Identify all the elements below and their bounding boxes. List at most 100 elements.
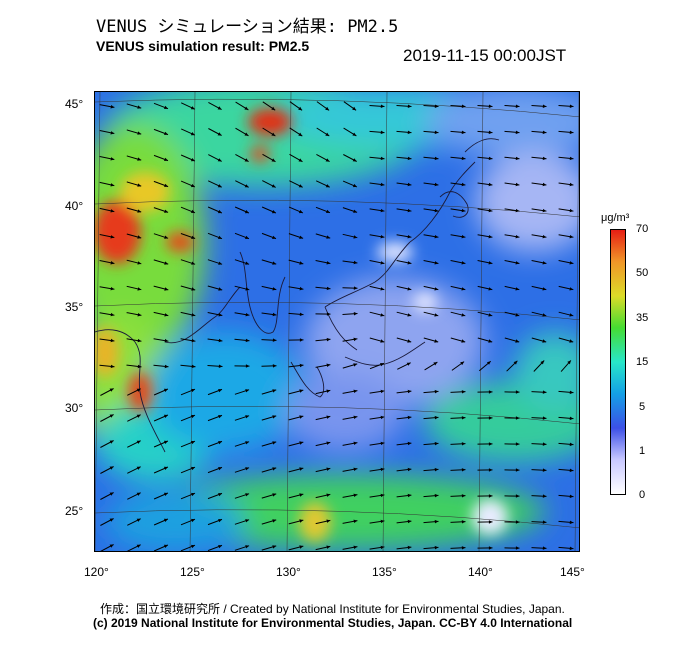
wind-arrow-head	[299, 389, 304, 393]
wind-arrow-head	[325, 106, 330, 111]
wind-arrow-head	[299, 441, 304, 445]
wind-arrow-head	[299, 235, 304, 239]
wind-arrow-head	[245, 338, 250, 343]
wind-arrow-head	[569, 208, 574, 213]
wind-arrow-head	[272, 287, 277, 291]
wind-arrow-head	[245, 467, 250, 471]
wind-arrow-head	[434, 130, 439, 135]
wind-arrow-head	[380, 519, 385, 524]
wind-arrow-head	[244, 184, 249, 188]
wind-arrow-head	[488, 416, 493, 420]
wind-arrow-head	[353, 545, 358, 549]
wind-arrow-head	[163, 518, 168, 522]
wind-arrow-head	[109, 518, 114, 522]
wind-arrow-head	[109, 440, 114, 444]
wind-arrow-head	[163, 466, 168, 470]
wind-arrow-head	[407, 493, 412, 498]
wind-arrow-head	[515, 416, 520, 420]
wind-arrow-head	[191, 414, 195, 419]
wind-arrow-head	[245, 364, 250, 368]
wind-arrow-head	[272, 467, 277, 471]
wind-arrow-head	[298, 209, 303, 214]
wind-arrow-head	[137, 261, 142, 265]
colorbar-unit: μg/m³	[601, 212, 630, 224]
wind-arrow-head	[110, 131, 115, 135]
wind-arrow-head	[567, 360, 571, 365]
wind-arrow-head	[380, 467, 385, 472]
wind-arrow-head	[299, 312, 304, 316]
wind-arrow-head	[542, 520, 547, 524]
wind-arrow-head	[380, 261, 385, 265]
wind-arrow-head	[407, 519, 412, 524]
high-concentration-areas	[95, 108, 508, 542]
wind-arrow-head	[325, 184, 330, 188]
chart-title-english: VENUS simulation result: PM2.5	[96, 38, 310, 54]
wind-arrow-head	[353, 260, 358, 265]
lon-label-130: 130°	[276, 565, 301, 579]
wind-arrow-head	[163, 492, 168, 496]
wind-arrow-head	[163, 388, 168, 392]
wind-arrow-head	[190, 106, 195, 110]
wind-arrow-head	[434, 104, 439, 108]
wind-arrow-head	[488, 390, 493, 394]
wind-arrow-head	[542, 339, 547, 343]
wind-arrow-head	[191, 440, 195, 445]
wind-arrow-head	[326, 209, 330, 213]
wind-arrow-head	[164, 105, 168, 109]
copyright-line: (c) 2019 National Institute for Environm…	[93, 616, 573, 630]
wind-arrow-head	[380, 545, 385, 550]
wind-arrow-head	[245, 441, 250, 445]
wind-arrow-head	[461, 235, 466, 239]
wind-arrow-head	[164, 183, 169, 187]
wind-arrow-head	[515, 235, 520, 239]
wind-vectors	[99, 101, 574, 551]
wind-arrow-head	[515, 468, 520, 472]
wind-arrow-head	[272, 312, 277, 317]
wind-arrow-head	[407, 313, 412, 317]
wind-arrow-head	[109, 414, 114, 418]
wind-arrow-head	[407, 415, 412, 420]
wind-arrow-head	[569, 156, 574, 161]
wind-arrow-head	[569, 104, 574, 108]
wind-arrow-head	[325, 132, 330, 136]
wind-arrow-head	[244, 132, 249, 136]
wind-arrow-head	[245, 389, 250, 393]
wind-arrow-head	[515, 156, 520, 161]
wind-arrow-head	[434, 415, 439, 420]
colorbar-tick-50: 50	[636, 267, 649, 279]
colorbar-tick-0: 0	[639, 489, 646, 501]
wind-arrow-head	[569, 546, 574, 551]
wind-arrow-head	[352, 158, 357, 162]
wind-arrow-head	[488, 442, 493, 446]
wind-arrow-head	[326, 337, 331, 342]
wind-arrow-head	[299, 467, 304, 471]
wind-arrow-head	[244, 158, 249, 162]
wind-arrow-head	[110, 338, 115, 343]
wind-arrow-head	[164, 364, 169, 369]
wind-arrow-head	[218, 441, 222, 445]
lat-label-35: 35°	[65, 300, 84, 314]
wind-arrow-head	[109, 466, 114, 470]
wind-arrow-head	[540, 360, 545, 365]
wind-arrow-head	[164, 157, 168, 161]
wind-arrow-head	[218, 519, 222, 523]
wind-arrow-head	[190, 183, 195, 188]
wind-arrow-head	[434, 545, 439, 550]
wind-arrow-head	[380, 389, 385, 394]
wind-arrow-head	[569, 339, 574, 343]
wind-arrow-head	[407, 441, 412, 446]
wind-arrow-head	[191, 313, 196, 317]
wind-arrow-head	[244, 106, 249, 110]
wind-arrow-head	[353, 209, 358, 213]
wind-arrow-head	[299, 363, 304, 368]
wind-arrow-head	[488, 546, 493, 550]
wind-arrow-head	[109, 492, 114, 496]
wind-arrow-head	[434, 208, 439, 213]
wind-arrow-head	[461, 130, 466, 135]
wind-arrow-head	[380, 104, 385, 108]
wind-arrow-head	[488, 208, 493, 213]
lon-label-145: 145°	[560, 565, 585, 579]
wind-arrow-head	[433, 362, 438, 366]
wind-arrow-head	[137, 287, 142, 291]
wind-arrow-head	[191, 544, 195, 549]
